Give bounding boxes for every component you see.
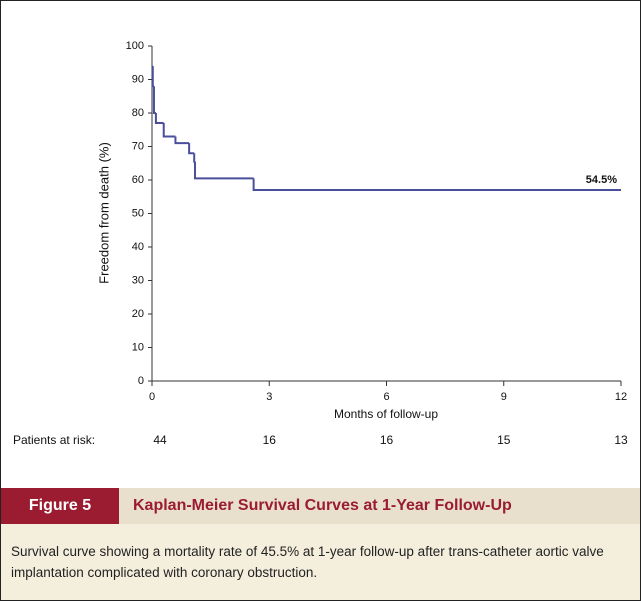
- y-tick-label: 70: [132, 140, 144, 152]
- survival-step: [162, 123, 176, 138]
- y-tick-label: 30: [132, 274, 144, 286]
- figure-bar: Figure 5 Kaplan-Meier Survival Curves at…: [1, 488, 640, 524]
- survival-step: [188, 143, 195, 155]
- figure-label: Figure 5: [1, 488, 119, 524]
- x-tick-label: 9: [501, 391, 507, 403]
- y-tick-label: 50: [132, 207, 144, 219]
- y-axis-label: Freedom from death (%): [96, 142, 111, 284]
- x-axis-label: Months of follow-up: [334, 407, 438, 421]
- at-risk-value: 13: [614, 433, 628, 447]
- chart: Freedom from death (%) Months of follow-…: [13, 40, 628, 447]
- x-tick-label: 12: [615, 391, 627, 403]
- figure-title: Kaplan-Meier Survival Curves at 1-Year F…: [133, 497, 512, 514]
- at-risk-value: 16: [380, 433, 394, 447]
- at-risk-value: 15: [497, 433, 511, 447]
- survival-step: [152, 86, 156, 114]
- annotation: 54.5%: [586, 174, 617, 186]
- y-tick-label: 20: [132, 308, 144, 320]
- y-tick-label: 40: [132, 241, 144, 253]
- y-tick-label: 60: [132, 174, 144, 186]
- at-risk-label: Patients at risk:: [13, 433, 95, 447]
- y-tick-label: 100: [126, 40, 144, 52]
- y-tick-label: 0: [138, 375, 144, 387]
- at-risk-value: 16: [263, 433, 277, 447]
- x-tick-label: 3: [266, 391, 272, 403]
- y-tick-label: 90: [132, 73, 144, 85]
- survival-step: [193, 153, 196, 163]
- survival-step: [174, 136, 190, 145]
- x-tick-label: 6: [383, 391, 389, 403]
- caption: Survival curve showing a mortality rate …: [1, 524, 640, 600]
- y-tick-label: 80: [132, 107, 144, 119]
- survival-step: [193, 161, 254, 180]
- at-risk-value: 44: [153, 433, 167, 447]
- survival-step: [154, 113, 164, 125]
- survival-step: [151, 66, 154, 88]
- y-tick-label: 10: [132, 341, 144, 353]
- survival-step: [252, 178, 621, 192]
- x-tick-label: 0: [149, 391, 155, 403]
